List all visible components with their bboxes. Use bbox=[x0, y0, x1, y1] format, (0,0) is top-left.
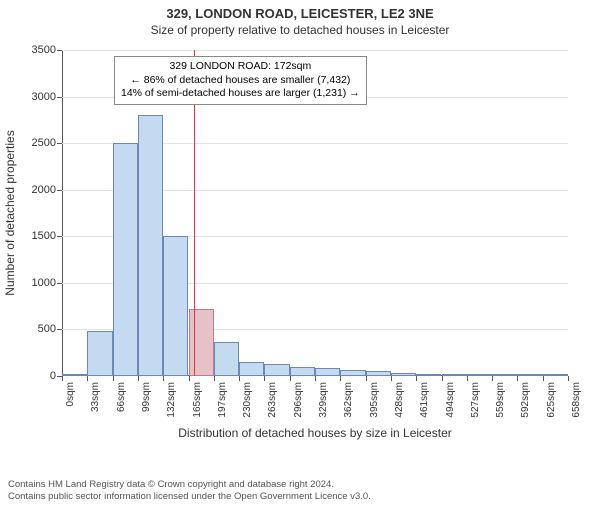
histogram-bar bbox=[366, 371, 391, 376]
y-tick-label: 2500 bbox=[32, 137, 62, 149]
histogram-bar bbox=[264, 364, 289, 376]
y-tick-label: 500 bbox=[38, 323, 62, 335]
histogram-bar bbox=[214, 342, 239, 376]
y-tick-label: 3500 bbox=[32, 44, 62, 56]
annotation-box: 329 LONDON ROAD: 172sqm← 86% of detached… bbox=[114, 56, 367, 105]
y-tick-label: 1500 bbox=[32, 230, 62, 242]
histogram-bar bbox=[391, 373, 416, 376]
footer-attribution: Contains HM Land Registry data © Crown c… bbox=[8, 479, 371, 502]
x-tick-label: 132sqm bbox=[166, 382, 177, 418]
footer-line-1: Contains HM Land Registry data © Crown c… bbox=[8, 479, 371, 490]
x-tick-label: 592sqm bbox=[520, 382, 531, 418]
histogram-bar bbox=[340, 370, 365, 376]
page-subtitle: Size of property relative to detached ho… bbox=[0, 23, 600, 37]
histogram-bar bbox=[492, 374, 517, 376]
annotation-line-2: ← 86% of detached houses are smaller (7,… bbox=[121, 74, 360, 88]
footer-line-2: Contains public sector information licen… bbox=[8, 491, 371, 502]
x-tick-label: 527sqm bbox=[470, 382, 481, 418]
y-tick-label: 0 bbox=[50, 370, 62, 382]
histogram-bar bbox=[163, 236, 188, 376]
x-tick-label: 165sqm bbox=[192, 382, 203, 418]
plot-area: 05001000150020002500300035000sqm33sqm66s… bbox=[62, 50, 568, 376]
x-tick-label: 0sqm bbox=[65, 382, 76, 406]
histogram-bar bbox=[189, 309, 214, 376]
x-tick-label: 33sqm bbox=[90, 382, 101, 412]
histogram-chart: 0 500 1000 1500 2000 2500 3000 3500 0sqm 33sqm 66s… bbox=[0, 46, 600, 446]
x-tick-label: 66sqm bbox=[116, 382, 127, 412]
histogram-bar bbox=[113, 143, 138, 376]
x-tick-label: 329sqm bbox=[318, 382, 329, 418]
x-tick-label: 362sqm bbox=[343, 382, 354, 418]
y-tick-label: 2000 bbox=[32, 184, 62, 196]
x-tick-label: 625sqm bbox=[546, 382, 557, 418]
page-title: 329, LONDON ROAD, LEICESTER, LE2 3NE bbox=[0, 6, 600, 21]
y-tick-label: 1000 bbox=[32, 277, 62, 289]
x-tick-label: 230sqm bbox=[242, 382, 253, 418]
histogram-bar bbox=[239, 362, 264, 376]
histogram-bar bbox=[138, 115, 163, 376]
histogram-bar bbox=[62, 374, 87, 376]
x-tick-label: 559sqm bbox=[495, 382, 506, 418]
annotation-line-3: 14% of semi-detached houses are larger (… bbox=[121, 87, 360, 101]
histogram-bar bbox=[290, 367, 315, 376]
y-axis-label: Number of detached properties bbox=[3, 130, 17, 295]
y-tick-label: 3000 bbox=[32, 91, 62, 103]
x-tick-label: 263sqm bbox=[267, 382, 278, 418]
histogram-bar bbox=[467, 374, 492, 376]
histogram-bar bbox=[87, 331, 112, 376]
x-tick-label: 197sqm bbox=[217, 382, 228, 418]
x-tick-label: 658sqm bbox=[571, 382, 582, 418]
histogram-bar bbox=[416, 374, 441, 376]
x-axis-label: Distribution of detached houses by size … bbox=[178, 426, 452, 440]
histogram-bar bbox=[315, 368, 340, 376]
histogram-bar bbox=[543, 374, 568, 376]
x-tick-label: 428sqm bbox=[394, 382, 405, 418]
x-tick-label: 395sqm bbox=[369, 382, 380, 418]
histogram-bar bbox=[442, 374, 467, 376]
histogram-bar bbox=[517, 374, 542, 376]
annotation-line-1: 329 LONDON ROAD: 172sqm bbox=[121, 60, 360, 74]
x-tick-label: 99sqm bbox=[141, 382, 152, 412]
x-tick-label: 296sqm bbox=[293, 382, 304, 418]
x-tick-label: 461sqm bbox=[419, 382, 430, 418]
x-tick-label: 494sqm bbox=[445, 382, 456, 418]
